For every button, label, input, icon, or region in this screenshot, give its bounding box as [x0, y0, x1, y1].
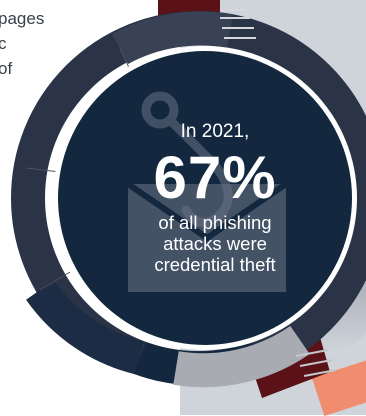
stat-caption-line: of all phishing [158, 212, 272, 233]
intro-line: pages [0, 9, 45, 28]
intro-line: of [0, 59, 13, 78]
stat-year-label: In 2021, [180, 121, 250, 142]
ring-ticks-top [220, 9, 256, 39]
stat-percent: 67% [153, 144, 277, 211]
envelope-icon [126, 181, 288, 292]
stat-caption: of all phishing attacks were credential … [125, 212, 305, 275]
stat-callout: In 2021, 67% of all phishing attacks wer… [125, 120, 305, 275]
intro-paragraph: pages c of [0, 6, 88, 81]
ring-divider [39, 271, 71, 291]
ring-segment-bottom-left [26, 279, 145, 375]
intro-line: c [0, 34, 7, 53]
stat-caption-line: attacks were [163, 233, 267, 254]
ring-segment-gray [173, 325, 310, 388]
ring-segment-top [111, 11, 233, 65]
ring-divider [25, 167, 61, 173]
ring-ticks-bottom [295, 349, 337, 377]
stat-caption-line: credential theft [154, 254, 276, 275]
